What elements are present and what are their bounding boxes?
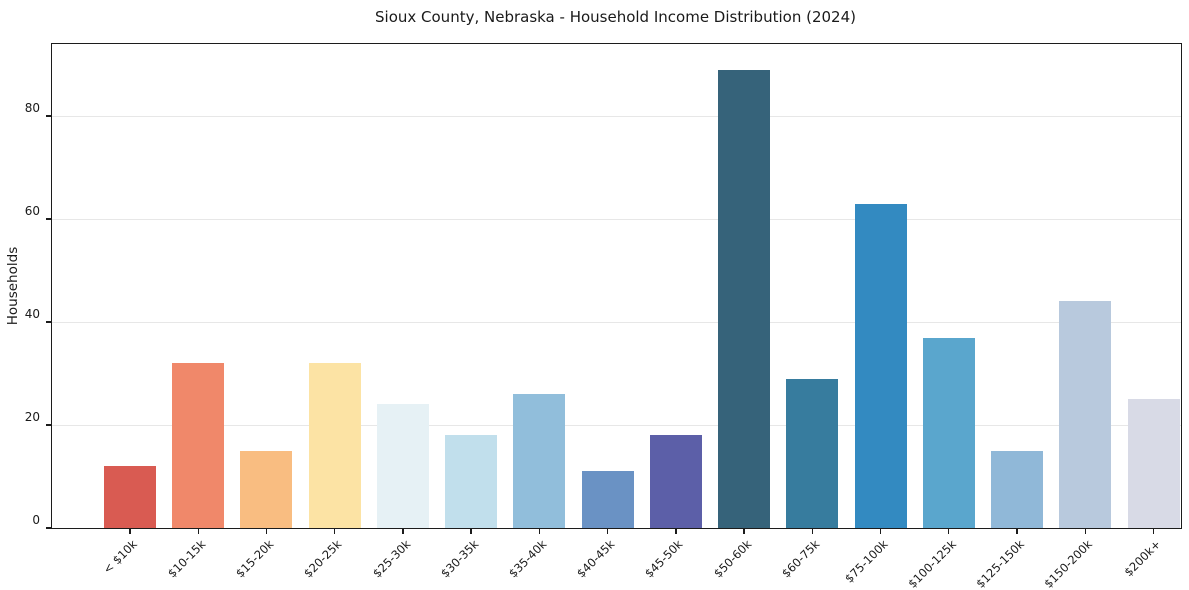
x-tick-label: $100-125k: [904, 537, 959, 590]
x-tick-label: $200k+: [1121, 537, 1164, 580]
x-tick-label: $40-45k: [574, 537, 618, 581]
gridline: [52, 424, 1181, 426]
y-tick-label: 0: [32, 513, 40, 527]
bar-< $10k: [104, 466, 156, 528]
bar-$45-50k: [649, 435, 702, 528]
x-tick-mark: [743, 529, 745, 534]
bar-$20-25k: [308, 363, 361, 528]
x-tick-mark: [470, 529, 472, 534]
y-tick-label: 80: [24, 101, 40, 116]
x-tick-label: $45-50k: [642, 537, 686, 581]
x-tick-mark: [334, 529, 336, 534]
bar-$25-30k: [376, 404, 429, 528]
x-tick-mark: [1016, 529, 1018, 534]
y-tick-mark: [46, 527, 51, 529]
bar-$200k+: [1127, 399, 1180, 528]
bar-$10-15k: [172, 363, 225, 528]
x-tick-label: $10-15k: [164, 537, 209, 581]
y-tick-mark: [46, 218, 51, 220]
x-tick-mark: [265, 529, 268, 534]
bar-$50-60k: [718, 69, 771, 528]
x-tick-mark: [948, 529, 950, 534]
x-tick-mark: [129, 529, 131, 534]
y-tick-label: 20: [24, 410, 40, 425]
bar-$30-35k: [445, 435, 498, 528]
x-tick-label: $15-20k: [232, 537, 277, 581]
x-tick-label: $25-30k: [369, 537, 413, 581]
bar-$15-20k: [240, 450, 293, 528]
bar-$35-40k: [513, 394, 566, 528]
x-tick-label: $60-75k: [778, 537, 823, 581]
chart-title: Sioux County, Nebraska - Household Incom…: [375, 8, 856, 26]
x-tick-label: $150-200k: [1041, 537, 1096, 590]
plot-area: 0 20 40 60 80 < $10k $10-15k $15-20k $20-25k $25…: [25, 43, 1182, 590]
x-tick-mark: [606, 529, 609, 534]
y-axis-label: Households: [5, 246, 21, 326]
x-tick-mark: [1152, 529, 1155, 534]
bar-$150-200k: [1059, 301, 1112, 528]
x-tick-label: $35-40k: [505, 537, 550, 581]
x-tick-label: $50-60k: [710, 537, 755, 581]
bar-$60-75k: [786, 378, 839, 528]
x-tick-label: $30-35k: [437, 537, 482, 581]
x-tick-mark: [402, 529, 404, 534]
bar-$75-100k: [854, 203, 907, 528]
x-tick-mark: [879, 529, 882, 534]
x-tick-mark: [811, 529, 814, 534]
y-tick-mark: [46, 321, 51, 323]
bar-$125-150k: [991, 450, 1044, 528]
gridline: [52, 218, 1181, 220]
y-tick-label: 40: [24, 307, 40, 322]
y-tick-label: 60: [24, 204, 40, 219]
x-tick-mark: [538, 529, 541, 534]
x-tick-mark: [197, 529, 199, 534]
x-tick-mark: [675, 529, 677, 534]
y-tick-mark: [46, 424, 51, 426]
y-tick-mark: [46, 115, 51, 117]
bar-$40-45k: [581, 471, 634, 528]
x-tick-label: $20-25k: [301, 537, 345, 581]
x-tick-label: $75-100k: [841, 537, 891, 586]
x-tick-label: < $10k: [100, 537, 140, 577]
bar-$100-125k: [922, 337, 975, 528]
x-tick-mark: [1084, 529, 1086, 534]
gridline: [52, 115, 1181, 117]
gridline: [52, 321, 1181, 323]
x-tick-label: $125-150k: [973, 537, 1027, 590]
